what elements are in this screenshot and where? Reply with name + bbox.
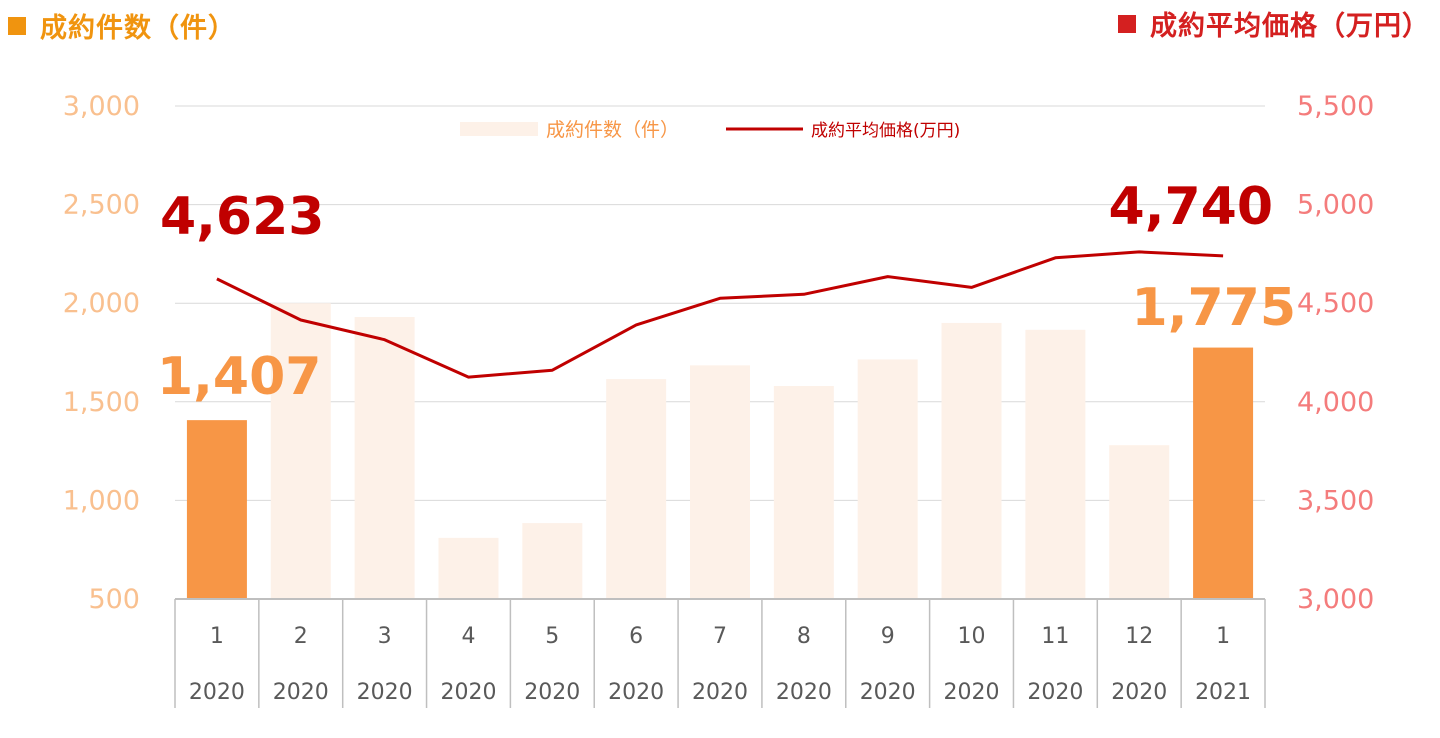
legend-line-label: 成約平均価格(万円): [811, 121, 960, 141]
left-axis-title: 成約件数（件）: [8, 6, 236, 45]
price-line: [216, 250, 1224, 379]
month-label: 3: [378, 624, 392, 649]
bar: [354, 317, 415, 599]
year-label: 2020: [776, 680, 832, 705]
left-tick-label: 500: [88, 584, 140, 615]
bar: [1193, 347, 1254, 599]
orange-square-icon: [8, 16, 26, 35]
bar: [857, 359, 918, 599]
month-label: 8: [797, 624, 811, 649]
right-axis-title-text: 成約平均価格（万円）: [1150, 11, 1430, 42]
left-tick-label: 2,000: [63, 288, 140, 319]
right-tick-label: 3,500: [1297, 485, 1374, 516]
month-label: 5: [545, 624, 559, 649]
year-label: 2020: [1111, 680, 1167, 705]
bar: [270, 303, 331, 599]
legend-bar-label: 成約件数（件）: [546, 119, 679, 141]
month-label: 4: [461, 624, 475, 649]
legend-bar-swatch: [460, 122, 538, 136]
month-label: 7: [713, 624, 727, 649]
year-label: 2020: [860, 680, 916, 705]
year-label: 2021: [1195, 680, 1251, 705]
bar-series: [186, 303, 1254, 599]
bar: [186, 420, 247, 599]
left-axis-title-text: 成約件数（件）: [40, 13, 236, 44]
data-labels: 4,623 4,740 1,407 1,775: [157, 177, 1296, 407]
month-label: 10: [958, 624, 986, 649]
right-tick-label: 5,000: [1297, 190, 1374, 221]
count-label-last: 1,775: [1132, 278, 1296, 338]
year-label: 2020: [189, 680, 245, 705]
category-axis-table: 1 2020 2 2020 3 2020 4 2020 5 2020 6 2020 7 2020 8 2020…: [174, 598, 1266, 708]
month-label: 6: [629, 624, 643, 649]
left-tick-label: 3,000: [63, 91, 140, 122]
right-tick-label: 3,000: [1297, 584, 1374, 615]
left-tick-label: 1,500: [63, 387, 140, 418]
bar: [941, 322, 1002, 599]
month-label: 11: [1041, 624, 1069, 649]
left-tick-label: 2,500: [63, 190, 140, 221]
month-label: 1: [1216, 624, 1230, 649]
month-label: 12: [1125, 624, 1153, 649]
year-label: 2020: [1027, 680, 1083, 705]
bar: [1109, 445, 1170, 599]
left-axis-ticks: 3,000 2,500 2,000 1,500 1,000 500: [63, 91, 140, 615]
right-axis-title: 成約平均価格（万円）: [1118, 4, 1430, 43]
year-label: 2020: [608, 680, 664, 705]
count-label-first: 1,407: [157, 347, 321, 407]
bar: [1025, 329, 1086, 599]
red-square-icon: [1118, 14, 1136, 33]
year-label: 2020: [944, 680, 1000, 705]
month-label: 1: [210, 624, 224, 649]
right-axis-ticks: 5,500 5,000 4,500 4,000 3,500 3,000: [1297, 91, 1374, 615]
bar: [522, 523, 583, 599]
chart-legend: 成約件数（件） 成約平均価格(万円): [460, 119, 960, 141]
year-label: 2020: [273, 680, 329, 705]
bar: [690, 365, 750, 599]
line-series: [216, 250, 1224, 379]
year-label: 2020: [524, 680, 580, 705]
year-label: 2020: [692, 680, 748, 705]
year-label: 2020: [357, 680, 413, 705]
bar: [438, 537, 499, 599]
year-label: 2020: [440, 680, 496, 705]
right-tick-label: 4,000: [1297, 387, 1374, 418]
month-label: 9: [881, 624, 895, 649]
month-label: 2: [294, 624, 308, 649]
right-tick-label: 4,500: [1297, 288, 1374, 319]
bar: [606, 379, 667, 599]
left-tick-label: 1,000: [63, 485, 140, 516]
right-tick-label: 5,500: [1297, 91, 1374, 122]
price-label-last: 4,740: [1109, 177, 1273, 237]
bar: [773, 386, 834, 599]
price-label-first: 4,623: [160, 187, 324, 247]
